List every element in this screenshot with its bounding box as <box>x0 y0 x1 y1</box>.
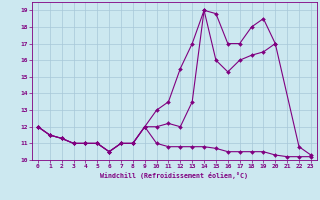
X-axis label: Windchill (Refroidissement éolien,°C): Windchill (Refroidissement éolien,°C) <box>100 172 248 179</box>
